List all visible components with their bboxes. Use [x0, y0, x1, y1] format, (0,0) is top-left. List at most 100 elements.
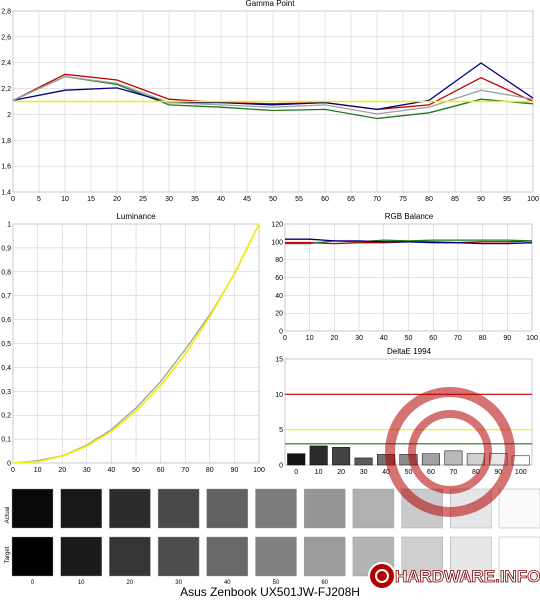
target-swatch: [60, 536, 102, 577]
deltae-bar: [466, 453, 485, 466]
rgb-xtick-label: 80: [479, 335, 487, 342]
swatch-column-labels: 0 10 20 30 40 50 60: [31, 580, 329, 586]
gamma-ytick-label: 2: [7, 112, 11, 119]
gamma-series-red-line: [12, 73, 534, 111]
rgb-ytick-label: 100: [271, 239, 283, 246]
deltae-xtick-label: 30: [360, 469, 368, 476]
gamma-xtick-label: 75: [399, 196, 407, 203]
deltae-bar: [354, 457, 373, 466]
deltae-xtick-label: 0: [294, 469, 298, 476]
lum-xtick-label: 80: [206, 467, 214, 474]
target-swatch: [157, 536, 200, 577]
rgb-xtick-label: 10: [306, 335, 314, 342]
gamma-ytick-label: 1,4: [1, 190, 11, 197]
gamma-xtick-label: 100: [527, 196, 539, 203]
actual-row-label: Actual: [5, 507, 11, 524]
target-swatch: [304, 536, 346, 577]
logo-ring-outer: [385, 387, 515, 517]
swatch-column-label: 20: [127, 580, 134, 586]
gamma-ytick-label: 2,6: [1, 34, 11, 41]
rgb-xtick-label: 60: [429, 335, 437, 342]
rgb-balance-title: RGB Balance: [385, 212, 434, 221]
lum-ytick-label: 0,7: [1, 293, 11, 300]
actual-swatch: [498, 488, 540, 529]
device-caption: Asus Zenbook UX501JW-FJ208H: [180, 585, 360, 599]
gamma-xtick-label: 50: [269, 196, 277, 203]
lum-xtick-label: 60: [157, 467, 165, 474]
gamma-xtick-label: 65: [347, 196, 355, 203]
deltae-ytick-label: 5: [279, 427, 283, 434]
deltae-axis-ticks: 0 5 10 15 0 10 20 30 40 50 60 70 80 90 100: [275, 357, 527, 477]
lum-ytick-label: 0,8: [1, 269, 11, 276]
deltae-title: DeltaE 1994: [387, 347, 432, 356]
lum-xtick-label: 20: [58, 467, 66, 474]
gamma-xtick-label: 90: [477, 196, 485, 203]
gamma-xtick-label: 60: [321, 196, 329, 203]
rgb-ytick-label: 40: [275, 293, 283, 300]
grayscale-swatches: Actual Target 0 10 20 30 40 50 60: [5, 488, 540, 586]
lum-xtick-label: 0: [11, 467, 15, 474]
lum-ytick-label: 0,1: [1, 437, 11, 444]
logo-ring-inner: [408, 410, 492, 494]
rgb-balance-chart: RGB Balance 0 20 40 60 80 100 120 0 10 20 30 40 50 60…: [271, 212, 538, 342]
deltae-xtick-label: 80: [472, 469, 480, 476]
swatch-column-label: 10: [78, 580, 85, 586]
rgb-ytick-label: 0: [279, 329, 283, 336]
gamma-ytick-label: 2,8: [1, 9, 11, 16]
rgb-ytick-label: 60: [275, 275, 283, 282]
badge-icon-ring: [375, 569, 389, 583]
target-swatch: [401, 536, 443, 577]
actual-swatch: [206, 488, 249, 529]
rgb-series-lines: [285, 238, 533, 245]
rgb-xtick-label: 30: [355, 335, 363, 342]
gamma-xtick-label: 20: [113, 196, 121, 203]
rgb-ytick-label: 120: [271, 222, 283, 229]
gamma-series-lines: [12, 62, 534, 120]
lum-ytick-label: 0: [7, 461, 11, 468]
target-swatch: [498, 536, 540, 577]
swatch-column-label: 40: [224, 580, 231, 586]
luminance-gridlines: [12, 223, 260, 464]
luminance-chart: Luminance 00,10,20,30,40,50,60,70,80,910…: [1, 212, 265, 474]
deltae-ytick-label: 10: [275, 392, 283, 399]
deltae-xtick-label: 90: [494, 469, 502, 476]
deltae-bar: [332, 447, 351, 466]
gamma-xtick-label: 5: [37, 196, 41, 203]
luminance-series-lines: [12, 223, 260, 464]
actual-swatch: [60, 488, 102, 529]
deltae-xtick-label: 60: [427, 469, 435, 476]
watermark-text: HARDWARE.INFO: [395, 567, 540, 586]
gamma-title: Gamma Point: [246, 0, 296, 8]
actual-swatch: [304, 488, 346, 529]
deltae-xtick-label: 40: [382, 469, 390, 476]
gamma-series-blue-line: [12, 62, 534, 111]
gamma-xtick-label: 95: [503, 196, 511, 203]
actual-swatch: [11, 488, 54, 529]
target-swatch: [206, 536, 249, 577]
gamma-ytick-label: 2,2: [1, 86, 11, 93]
gamma-xtick-label: 15: [87, 196, 95, 203]
swatch-column-label: 0: [31, 580, 35, 586]
deltae-bar: [421, 453, 440, 466]
deltae-xtick-label: 50: [405, 469, 413, 476]
deltae-xtick-label: 70: [450, 469, 458, 476]
rgb-series-green-line: [285, 239, 533, 245]
deltae-bar: [287, 453, 306, 466]
rgb-xtick-label: 20: [331, 335, 339, 342]
badge-icon: [368, 562, 396, 590]
deltae-ytick-label: 15: [275, 357, 283, 364]
target-row-label: Target: [5, 546, 11, 563]
lum-xtick-label: 90: [231, 467, 239, 474]
gamma-xtick-label: 55: [295, 196, 303, 203]
lum-ytick-label: 0,5: [1, 341, 11, 348]
lum-ytick-label: 0,4: [1, 365, 11, 372]
gamma-ytick-label: 1,6: [1, 164, 11, 171]
deltae-bar: [309, 445, 328, 466]
actual-swatch: [109, 488, 151, 529]
rgb-ytick-label: 20: [275, 311, 283, 318]
rgb-xtick-label: 90: [503, 335, 511, 342]
gamma-ytick-label: 1,8: [1, 138, 11, 145]
rgb-xtick-label: 100: [526, 335, 538, 342]
deltae-bar: [444, 450, 463, 466]
